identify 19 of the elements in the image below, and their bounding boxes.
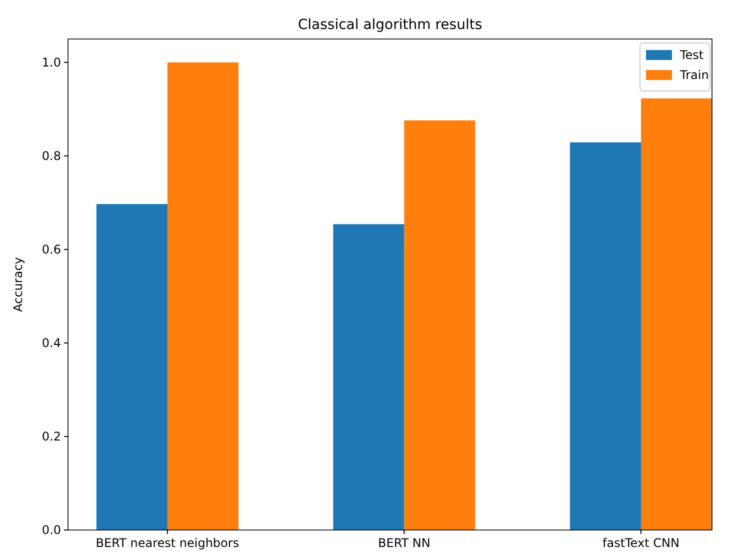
y-tick-label: 1.0: [42, 56, 61, 70]
legend-label: Test: [679, 48, 704, 62]
y-axis-title: Accuracy: [11, 257, 25, 312]
chart-title: Classical algorithm results: [298, 17, 482, 33]
bar: [404, 120, 476, 530]
legend-label: Train: [679, 68, 709, 82]
y-tick-label: 0.8: [42, 149, 61, 164]
x-tick-label: BERT NN: [378, 536, 430, 550]
y-tick-label: 0.2: [42, 430, 61, 444]
bar: [570, 142, 641, 530]
x-tick-label: BERT nearest neighbors: [96, 536, 240, 550]
bar: [96, 204, 168, 530]
y-tick-label: 0.6: [42, 242, 61, 257]
x-tick-label: fastText CNN: [602, 536, 680, 550]
y-tick-label: 0.0: [42, 523, 61, 538]
bar: [167, 62, 238, 530]
bar: [333, 224, 404, 530]
bar: [640, 98, 712, 530]
y-tick-label: 0.4: [42, 336, 61, 350]
